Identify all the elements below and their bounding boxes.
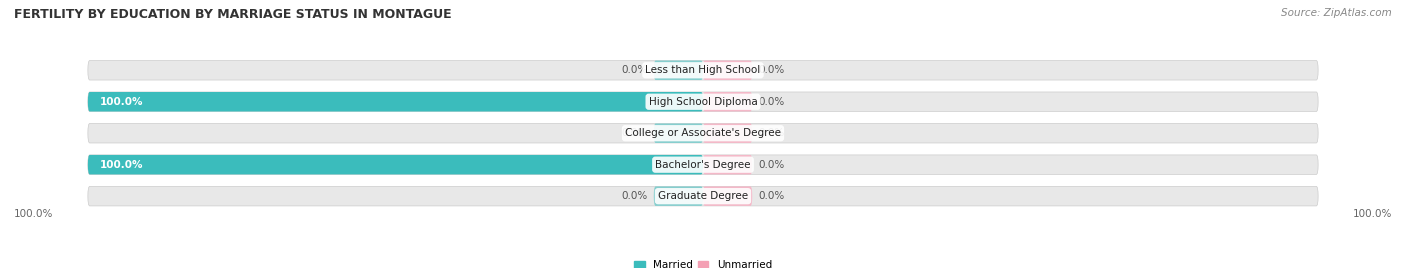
Text: 100.0%: 100.0% <box>1353 209 1392 219</box>
Text: 0.0%: 0.0% <box>758 128 785 138</box>
Text: College or Associate's Degree: College or Associate's Degree <box>626 128 780 138</box>
Text: 100.0%: 100.0% <box>100 160 143 170</box>
Text: 0.0%: 0.0% <box>758 65 785 75</box>
Text: 0.0%: 0.0% <box>758 97 785 107</box>
Text: Source: ZipAtlas.com: Source: ZipAtlas.com <box>1281 8 1392 18</box>
Text: 0.0%: 0.0% <box>621 191 648 201</box>
FancyBboxPatch shape <box>87 92 1319 111</box>
FancyBboxPatch shape <box>654 187 703 206</box>
Text: Bachelor's Degree: Bachelor's Degree <box>655 160 751 170</box>
Text: FERTILITY BY EDUCATION BY MARRIAGE STATUS IN MONTAGUE: FERTILITY BY EDUCATION BY MARRIAGE STATU… <box>14 8 451 21</box>
FancyBboxPatch shape <box>87 155 1319 174</box>
Text: Graduate Degree: Graduate Degree <box>658 191 748 201</box>
FancyBboxPatch shape <box>703 92 752 111</box>
FancyBboxPatch shape <box>87 61 1319 80</box>
FancyBboxPatch shape <box>654 124 703 143</box>
Text: Less than High School: Less than High School <box>645 65 761 75</box>
FancyBboxPatch shape <box>703 155 752 174</box>
Text: 100.0%: 100.0% <box>100 97 143 107</box>
Text: 0.0%: 0.0% <box>758 160 785 170</box>
Legend: Married, Unmarried: Married, Unmarried <box>630 256 776 268</box>
FancyBboxPatch shape <box>87 187 1319 206</box>
FancyBboxPatch shape <box>703 124 752 143</box>
FancyBboxPatch shape <box>87 124 1319 143</box>
Text: 100.0%: 100.0% <box>14 209 53 219</box>
FancyBboxPatch shape <box>703 187 752 206</box>
FancyBboxPatch shape <box>87 92 703 111</box>
FancyBboxPatch shape <box>654 61 703 80</box>
FancyBboxPatch shape <box>87 155 703 174</box>
FancyBboxPatch shape <box>703 61 752 80</box>
Text: 0.0%: 0.0% <box>758 191 785 201</box>
Text: 0.0%: 0.0% <box>621 128 648 138</box>
Text: High School Diploma: High School Diploma <box>648 97 758 107</box>
Text: 0.0%: 0.0% <box>621 65 648 75</box>
